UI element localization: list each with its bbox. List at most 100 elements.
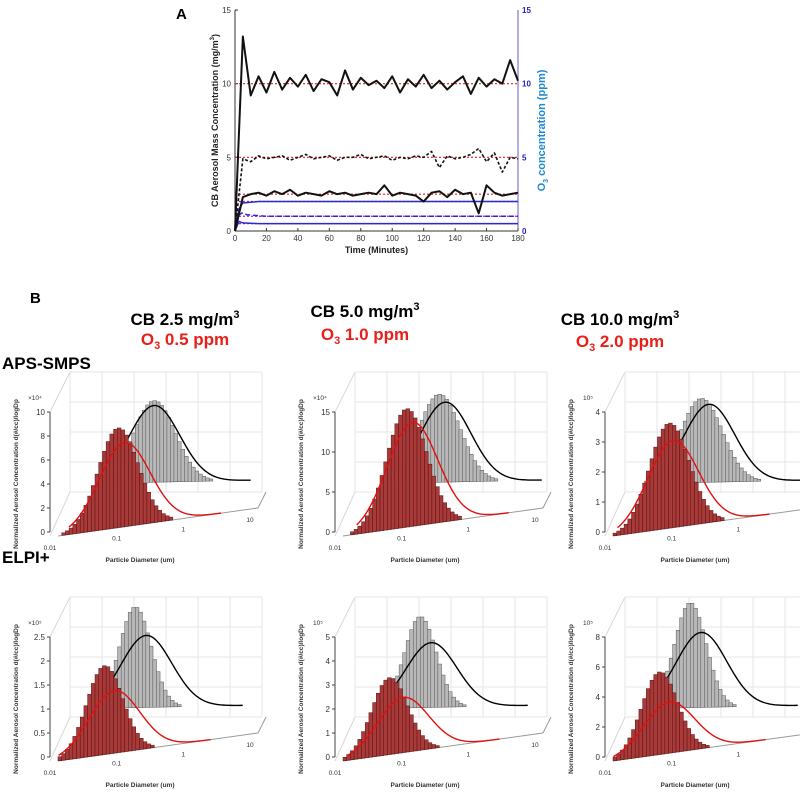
back-histogram-bar [458,703,463,708]
front-histogram-bar [361,731,366,759]
back-histogram-bar [732,704,737,707]
front-histogram-bar [76,727,81,759]
x-tick-label: 0.01 [599,770,612,777]
x-tick-label: 0.01 [44,545,57,552]
y-axis-label: Normalized Aerosol Concentration d(#/cc)… [568,399,575,549]
o3-series-line [234,211,518,232]
panel-a-chart: 0 20 40 60 80 100 120 140 160 180051015051015Time… [210,6,550,255]
y-multiplier: ×10⁴ [313,395,327,402]
front-histogram-bar [686,728,692,751]
back-histogram-bar [201,476,207,482]
front-fit-curve [356,421,509,526]
front-histogram-bar [705,505,710,524]
y-tick-label: 0 [227,227,232,236]
y2-tick-label: 15 [522,6,531,15]
floor-edge [257,491,267,509]
front-histogram-bar [664,676,669,754]
x-tick-label: 0.01 [329,545,342,552]
back-histogram-bar [465,446,470,482]
back-histogram-bar [430,639,435,708]
y-tick-label: 1 [326,729,331,738]
front-histogram-bar [376,487,381,532]
back-histogram-bar [156,401,161,483]
x-tick-label: 1 [737,526,741,533]
y-tick-label: 0 [596,753,601,762]
back-histogram-bar [208,478,214,482]
cb-text: CB 2.5 mg/m [130,310,233,329]
y-tick-label: 0.5 [34,729,46,738]
front-histogram-bar [657,671,662,755]
front-histogram-bar [390,678,396,755]
front-fit-curve [58,689,211,756]
back-histogram-bar [711,669,716,708]
grid-line [334,371,356,413]
front-histogram-bar [683,449,688,527]
front-histogram-bar [165,515,170,521]
back-histogram-bar [177,441,182,482]
back-histogram-bar [156,671,161,708]
y-tick-label: 1.5 [34,681,46,690]
x-tick-label: 10 [531,742,539,749]
back-histogram-bar [728,702,733,708]
back-histogram-bar [152,400,157,483]
front-histogram-bar [109,671,114,754]
front-histogram-bar [664,424,669,529]
back-histogram-bar [444,399,449,483]
panel-b-label: B [30,290,41,307]
back-histogram-bar [486,475,492,482]
back-histogram-bar [437,663,442,708]
back-histogram-bar [191,466,196,482]
back-histogram-bar [173,702,178,708]
back-histogram-bar [458,429,463,483]
o3-series-line [234,200,518,232]
row-label-aps-smps: APS-SMPS [2,354,91,373]
o3-pre: O [141,330,154,349]
front-histogram-bar [57,756,62,761]
grid-line [604,371,626,413]
back-histogram-bar [700,629,705,708]
column-header-o3: O3 1.0 ppm [321,325,409,347]
y-axis-label-tail: ) [210,34,220,37]
y-tick-label: 0 [41,528,46,537]
x-tick-label: 40 [293,234,302,243]
column-header-cb: CB 10.0 mg/m3 [561,309,680,329]
back-histogram-bar [145,632,150,708]
x-axis-label: Particle Diameter (um) [106,557,175,564]
x-tick-label: 80 [356,234,365,243]
front-histogram-bar [76,519,81,534]
back-histogram-bar [732,457,737,482]
x-tick-label: 1 [182,526,186,533]
x-tick-label: 60 [325,234,334,243]
o3-pre: O [321,325,334,344]
floor-edge [334,716,356,762]
floor-edge [542,716,552,734]
front-histogram-bar [364,515,370,533]
back-histogram-bar [120,633,126,709]
front-histogram-bar [690,734,695,751]
x-axis-label: Particle Diameter (um) [106,782,175,789]
back-histogram-bar [149,645,154,708]
front-histogram-bar [683,720,688,752]
front-histogram-bar [427,742,433,750]
y2-axis-label: O3 concentration (ppm) [536,69,550,191]
back-histogram-bar [728,450,733,483]
y-tick-label: 4 [596,408,601,417]
front-histogram-bar [660,672,666,755]
back-histogram-bar [163,689,168,708]
front-histogram-bar [102,665,107,755]
y-tick-label: 4 [41,480,46,489]
x-axis-label: Particle Diameter (um) [391,782,460,789]
x-tick-label: 1 [182,751,186,758]
o3-sub: 3 [589,342,595,354]
front-histogram-bar [416,427,422,526]
o3-sub: 3 [154,340,160,352]
front-histogram-bar [701,499,706,524]
front-histogram-bar [457,515,462,520]
floor-edge [334,491,356,537]
front-histogram-bar [675,702,680,753]
back-fit-curve [375,641,528,707]
front-histogram-bar [638,709,643,758]
x-tick-label: 0.01 [44,770,57,777]
